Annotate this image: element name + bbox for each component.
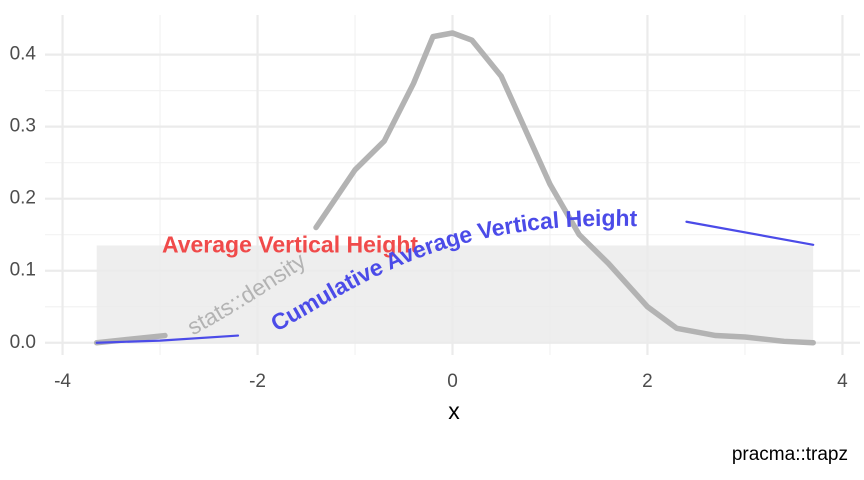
y-tick-label: 0.4 bbox=[10, 44, 37, 65]
average-area bbox=[96, 245, 814, 343]
x-tick-label: -4 bbox=[54, 371, 71, 392]
x-tick-label: -2 bbox=[249, 371, 266, 392]
y-tick-label: 0.2 bbox=[10, 188, 36, 209]
y-tick-label: 0.0 bbox=[10, 332, 36, 353]
y-tick-label: 0.1 bbox=[10, 260, 36, 281]
x-axis-title: x bbox=[448, 398, 460, 424]
x-tick-label: 4 bbox=[837, 371, 848, 392]
y-tick-label: 0.3 bbox=[10, 116, 36, 137]
caption: pracma::trapz bbox=[732, 444, 848, 465]
average-label: Average Vertical Height bbox=[162, 232, 418, 258]
x-tick-label: 2 bbox=[642, 371, 653, 392]
series-line bbox=[95, 220, 815, 344]
x-tick-label: 0 bbox=[447, 371, 458, 392]
